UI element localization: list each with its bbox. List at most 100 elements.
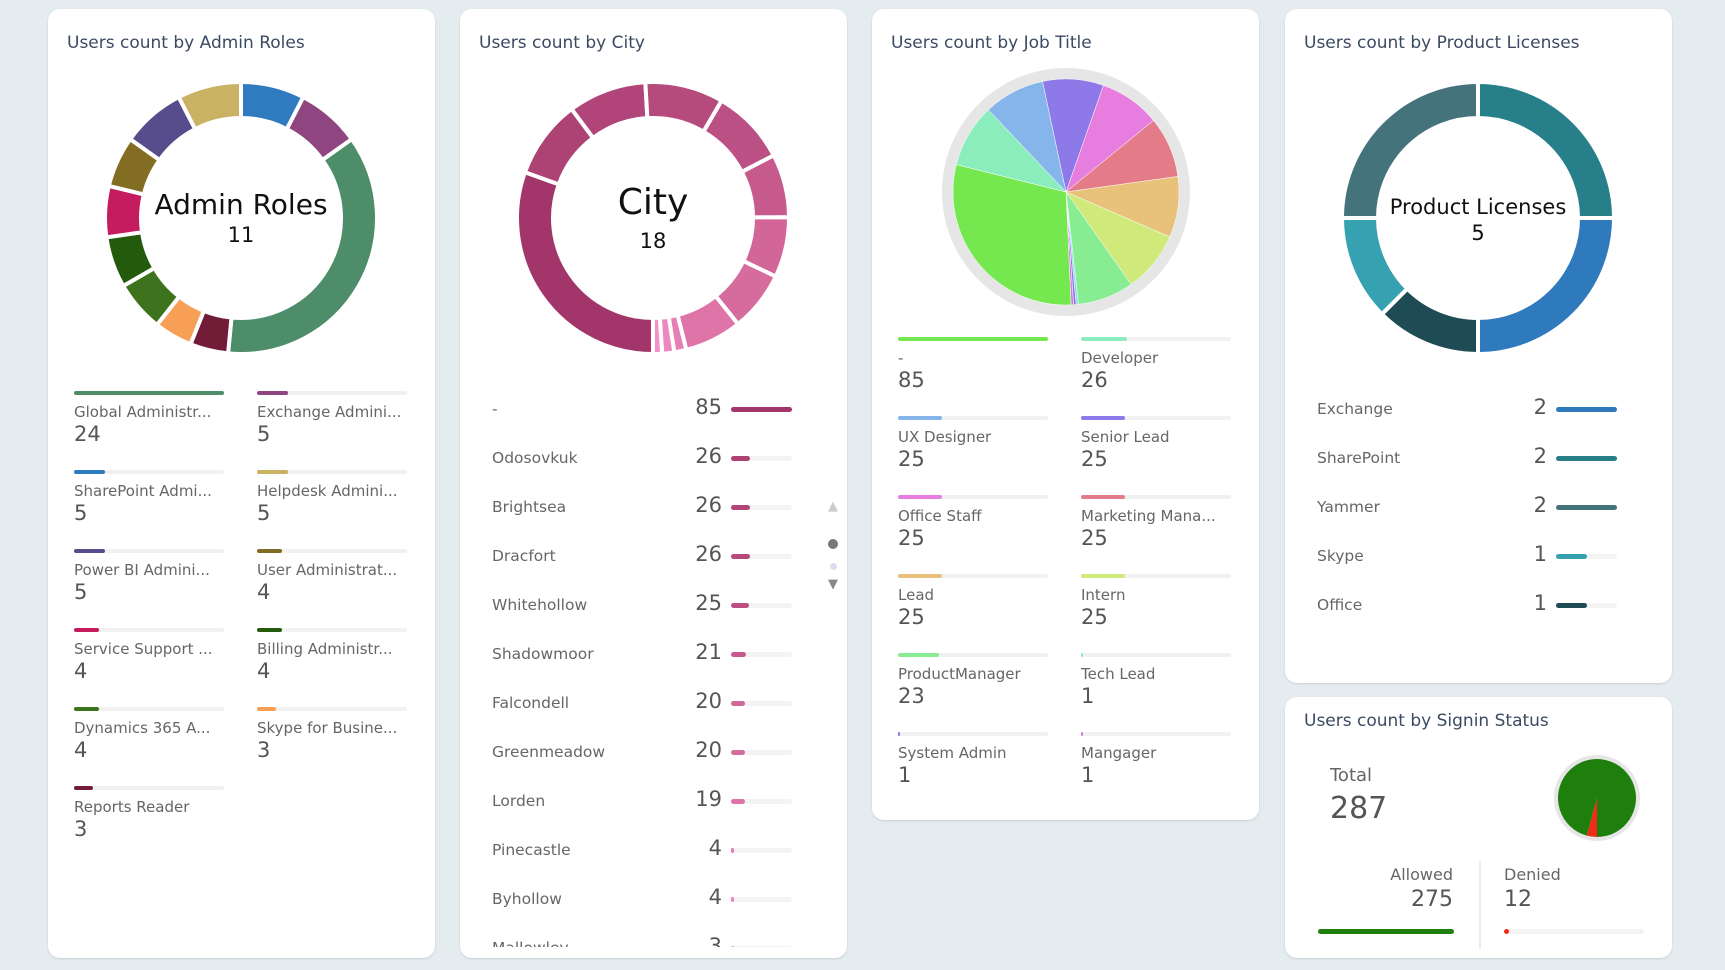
center-label: Product Licenses bbox=[1390, 195, 1567, 219]
item-bar bbox=[1556, 407, 1617, 412]
list-item[interactable]: Byhollow 4 bbox=[492, 885, 802, 915]
legend-item[interactable]: System Admin 1 bbox=[898, 732, 1048, 787]
job-title-slice[interactable] bbox=[952, 164, 1072, 306]
legend-bar bbox=[898, 337, 1048, 341]
legend-bar bbox=[257, 707, 407, 711]
legend-item[interactable]: Skype for Busine... 3 bbox=[257, 707, 407, 762]
legend-bar bbox=[1081, 337, 1231, 341]
legend-item[interactable]: Mangager 1 bbox=[1081, 732, 1231, 787]
item-bar bbox=[731, 554, 792, 559]
legend-item[interactable]: Dynamics 365 A... 4 bbox=[74, 707, 224, 762]
legend-value: 4 bbox=[74, 659, 88, 683]
legend-label: Lead bbox=[898, 586, 935, 604]
signin-status-card: Users count by Signin Status Total 287 A… bbox=[1285, 697, 1672, 958]
legend-value: 3 bbox=[74, 817, 88, 841]
legend-label: Dynamics 365 A... bbox=[74, 719, 211, 737]
legend-bar bbox=[74, 549, 224, 553]
legend-item[interactable]: Office Staff 25 bbox=[898, 495, 1048, 550]
legend-label: ProductManager bbox=[898, 665, 1021, 683]
city-list[interactable]: - 85 Odosovkuk 26 Brightsea 26 Dracfort 26 White… bbox=[460, 389, 847, 947]
legend-label: Reports Reader bbox=[74, 798, 190, 816]
item-label: Mallowley bbox=[492, 939, 569, 947]
list-item[interactable]: - 85 bbox=[492, 395, 802, 425]
legend-value: 25 bbox=[1081, 605, 1108, 629]
item-value: 1 bbox=[1533, 542, 1547, 566]
license-slice[interactable] bbox=[1476, 216, 1617, 357]
legend-value: 4 bbox=[74, 738, 88, 762]
scroll-down-icon[interactable]: ▼ bbox=[828, 577, 838, 592]
list-item[interactable]: Greenmeadow 20 bbox=[492, 738, 802, 768]
legend-item[interactable]: Senior Lead 25 bbox=[1081, 416, 1231, 471]
city-card: Users count by City City 18 - 85 Odosovkuk 2… bbox=[460, 9, 847, 958]
allowed-label: Allowed bbox=[1390, 865, 1453, 884]
list-item[interactable]: Exchange 2 bbox=[1317, 395, 1627, 425]
list-item[interactable]: Odosovkuk 26 bbox=[492, 444, 802, 474]
legend-value: 5 bbox=[257, 422, 271, 446]
list-item[interactable]: Falcondell 20 bbox=[492, 689, 802, 719]
job-title-slice[interactable] bbox=[988, 81, 1067, 193]
list-item[interactable]: Yammer 2 bbox=[1317, 493, 1627, 523]
legend-item[interactable]: Lead 25 bbox=[898, 574, 1048, 629]
legend-item[interactable]: Helpdesk Admini... 5 bbox=[257, 470, 407, 525]
item-value: 4 bbox=[708, 885, 722, 909]
list-item[interactable]: Whitehollow 25 bbox=[492, 591, 802, 621]
page-dot-active[interactable] bbox=[826, 534, 840, 553]
legend-label: UX Designer bbox=[898, 428, 992, 446]
list-item[interactable]: SharePoint 2 bbox=[1317, 444, 1627, 474]
city-slice[interactable] bbox=[651, 315, 665, 357]
legend-bar bbox=[257, 391, 407, 395]
item-label: Office bbox=[1317, 596, 1363, 614]
center-label: City bbox=[618, 182, 689, 223]
list-item[interactable]: Lorden 19 bbox=[492, 787, 802, 817]
legend-bar bbox=[74, 628, 224, 632]
legend-item[interactable]: ProductManager 23 bbox=[898, 653, 1048, 708]
legend-item[interactable]: Billing Administr... 4 bbox=[257, 628, 407, 683]
legend-item[interactable]: Developer 26 bbox=[1081, 337, 1231, 392]
item-value: 1 bbox=[1533, 591, 1547, 615]
list-item[interactable]: Office 1 bbox=[1317, 591, 1627, 621]
item-label: SharePoint bbox=[1317, 449, 1401, 467]
allowed-value: 275 bbox=[1411, 887, 1453, 912]
legend-item[interactable]: Intern 25 bbox=[1081, 574, 1231, 629]
legend-item[interactable]: Power BI Admini... 5 bbox=[74, 549, 224, 604]
scroll-up-icon[interactable]: ▲ bbox=[828, 499, 838, 514]
item-bar bbox=[731, 750, 792, 755]
item-label: Falcondell bbox=[492, 694, 570, 712]
item-label: Brightsea bbox=[492, 498, 567, 516]
legend-item[interactable]: UX Designer 25 bbox=[898, 416, 1048, 471]
legend-item[interactable]: SharePoint Admi... 5 bbox=[74, 470, 224, 525]
list-item[interactable]: Pinecastle 4 bbox=[492, 836, 802, 866]
city-donut: City 18 bbox=[515, 80, 792, 357]
legend-item[interactable]: Exchange Admini... 5 bbox=[257, 391, 407, 446]
legend-label: Mangager bbox=[1081, 744, 1157, 762]
legend-label: Intern bbox=[1081, 586, 1126, 604]
list-item[interactable]: Shadowmoor 21 bbox=[492, 640, 802, 670]
list-item[interactable]: Brightsea 26 bbox=[492, 493, 802, 523]
legend-bar bbox=[74, 391, 224, 395]
legend-label: Tech Lead bbox=[1081, 665, 1156, 683]
license-slice[interactable] bbox=[1339, 216, 1411, 317]
admin-role-slice[interactable] bbox=[175, 79, 243, 132]
job-title-card: Users count by Job Title -85 Developer 26 U… bbox=[872, 9, 1259, 820]
admin-roles-card: Users count by Admin Roles Admin Roles 11… bbox=[48, 9, 435, 958]
license-slice[interactable] bbox=[1339, 79, 1480, 220]
legend-item[interactable]: Marketing Mana... 25 bbox=[1081, 495, 1231, 550]
product-licenses-card: Users count by Product Licenses Product … bbox=[1285, 9, 1672, 683]
legend-bar bbox=[74, 470, 224, 474]
legend-item[interactable]: -85 bbox=[898, 337, 1048, 392]
center-count: 5 bbox=[1471, 221, 1484, 245]
legend-label: Global Administr... bbox=[74, 403, 212, 421]
list-item[interactable]: Skype 1 bbox=[1317, 542, 1627, 572]
list-item[interactable]: Mallowley 3 bbox=[492, 934, 802, 947]
legend-bar bbox=[1081, 574, 1231, 578]
signin-slice[interactable] bbox=[1586, 798, 1597, 837]
denied-label: Denied bbox=[1504, 865, 1561, 884]
legend-item[interactable]: Tech Lead 1 bbox=[1081, 653, 1231, 708]
legend-item[interactable]: Global Administr... 24 bbox=[74, 391, 224, 446]
legend-item[interactable]: Reports Reader 3 bbox=[74, 786, 224, 841]
item-bar bbox=[731, 603, 792, 608]
legend-item[interactable]: Service Support ... 4 bbox=[74, 628, 224, 683]
legend-item[interactable]: User Administrat... 4 bbox=[257, 549, 407, 604]
page-dot[interactable] bbox=[826, 555, 840, 574]
list-item[interactable]: Dracfort 26 bbox=[492, 542, 802, 572]
